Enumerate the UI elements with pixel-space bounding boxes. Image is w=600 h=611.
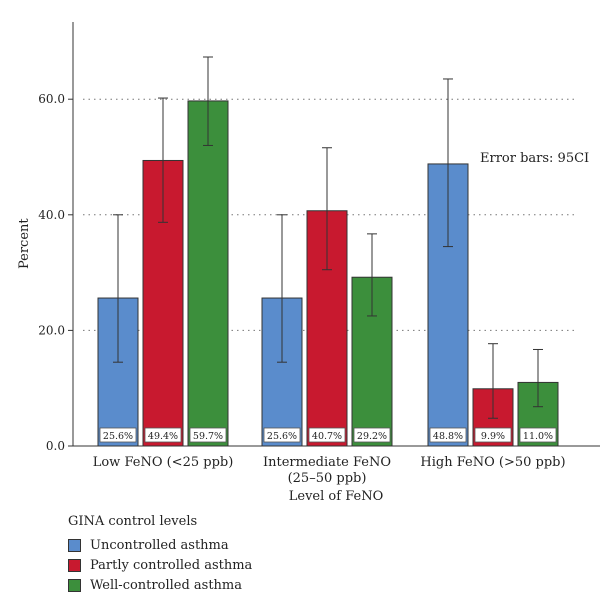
legend-swatch-well-controlled — [68, 578, 81, 592]
value-label-box — [474, 427, 512, 443]
legend: GINA control levels Uncontrolled asthma … — [68, 514, 252, 595]
value-label-box — [189, 427, 227, 443]
x-axis-title: Level of FeNO — [289, 489, 383, 504]
value-label: 59.7% — [193, 431, 223, 442]
value-label: 29.2% — [357, 431, 387, 442]
value-label-box — [144, 427, 182, 443]
legend-label-well-controlled: Well-controlled asthma — [90, 577, 243, 593]
value-label-box — [99, 427, 137, 443]
y-axis-title: Percent — [17, 218, 32, 269]
value-label: 49.4% — [148, 431, 178, 442]
value-label: 25.6% — [103, 431, 133, 442]
legend-label-partly-controlled: Partly controlled asthma — [90, 557, 253, 573]
value-label-box — [308, 427, 346, 443]
value-label: 25.6% — [267, 431, 297, 442]
value-label-box — [519, 427, 557, 443]
value-label: 48.8% — [433, 431, 463, 442]
legend-item-uncontrolled: Uncontrolled asthma — [68, 535, 252, 555]
y-tick-label: 60.0 — [38, 92, 65, 106]
value-label-box — [429, 427, 467, 443]
x-tick-label: High FeNO (>50 ppb) — [420, 455, 565, 470]
legend-swatch-uncontrolled — [68, 538, 81, 552]
x-tick-label: Low FeNO (<25 ppb) — [93, 455, 234, 470]
value-label-box — [263, 427, 301, 443]
value-label: 9.9% — [481, 431, 505, 442]
value-label: 11.0% — [523, 431, 553, 442]
legend-title: GINA control levels — [68, 514, 198, 529]
y-tick-label: 0.0 — [46, 439, 65, 453]
value-label: 40.7% — [312, 431, 342, 442]
x-tick-label: (25–50 ppb) — [288, 471, 367, 486]
y-tick-label: 20.0 — [38, 323, 65, 337]
legend-label-uncontrolled: Uncontrolled asthma — [90, 537, 229, 553]
value-label-box — [353, 427, 391, 443]
legend-item-well-controlled: Well-controlled asthma — [68, 575, 252, 595]
bar — [187, 100, 229, 447]
y-tick-label: 40.0 — [38, 208, 65, 222]
legend-item-partly-controlled: Partly controlled asthma — [68, 555, 252, 575]
x-tick-label: Intermediate FeNO — [263, 455, 391, 470]
legend-swatch-partly-controlled — [68, 558, 81, 572]
error-bar-annotation: Error bars: 95CI — [480, 151, 589, 166]
